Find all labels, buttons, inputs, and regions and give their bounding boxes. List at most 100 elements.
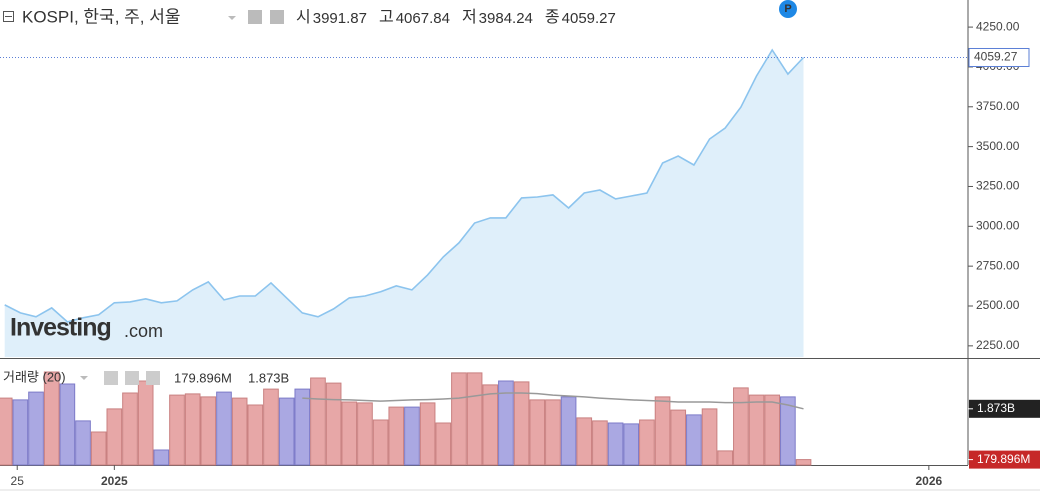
y-tick-label: 3750.00: [976, 99, 1020, 113]
axis-value-label: 179.896M: [977, 452, 1030, 466]
price-panel: [0, 48, 968, 357]
volume-bar: [795, 459, 812, 466]
volume-bar: [216, 391, 232, 466]
volume-bar: [90, 431, 107, 466]
moving-average: [302, 392, 804, 410]
ohlc-value: 4059.27: [562, 10, 616, 27]
volume-bar: [482, 384, 499, 466]
settings-icon[interactable]: [270, 10, 284, 24]
volume-bar: [43, 371, 60, 466]
badge-text: P: [784, 3, 791, 15]
line: [4, 48, 805, 323]
volume-legend-value: 179.896M: [174, 370, 232, 385]
logo-suffix: .com: [124, 321, 163, 341]
ohlc-label: 종: [545, 9, 560, 26]
close-icon[interactable]: [146, 371, 160, 385]
collapse-icon[interactable]: [3, 11, 14, 22]
ma-legend-value: 1.873B: [248, 370, 289, 385]
volume-bar: [607, 422, 624, 466]
y-tick-label: 2250.00: [976, 338, 1020, 352]
x-tick-label: 2025: [101, 474, 128, 488]
volume-bar: [75, 420, 91, 466]
y-tick-label: 3000.00: [976, 218, 1020, 232]
volume-bar: [388, 406, 405, 466]
volume-bar: [545, 399, 561, 466]
volume-bar: [654, 396, 671, 466]
axis-value-label: 1.873B: [977, 401, 1015, 415]
volume-bar: [451, 372, 467, 466]
volume-bar: [686, 414, 702, 466]
last-price-label: 4059.27: [974, 50, 1018, 64]
settings-icon[interactable]: [125, 371, 139, 385]
volume-bar: [106, 408, 123, 466]
y-tick-label: 2750.00: [976, 258, 1020, 272]
volume-bar: [122, 392, 138, 466]
volume-panel: [0, 371, 812, 466]
volume-bar: [137, 380, 154, 466]
volume-bar: [341, 401, 358, 466]
volume-bar: [372, 419, 389, 466]
volume-bar: [231, 397, 248, 466]
volume-bar: [717, 450, 734, 466]
volume-bar: [294, 388, 311, 466]
volume-bar: [529, 399, 546, 466]
volume-bar: [263, 388, 279, 466]
volume-bar: [498, 380, 514, 466]
volume-bar: [200, 396, 217, 466]
volume-bar: [404, 406, 420, 466]
ohlc-value: 3984.24: [479, 10, 533, 27]
volume-bar: [513, 381, 530, 466]
volume-bar: [0, 397, 13, 466]
volume-bar: [325, 382, 342, 466]
ohlc-value: 4067.84: [396, 10, 450, 27]
volume-bar: [639, 419, 655, 466]
volume-bar: [278, 397, 295, 466]
volume-title: 거래량 (20): [3, 369, 66, 384]
volume-bar: [701, 408, 718, 466]
x-tick-label: 2026: [915, 474, 942, 488]
x-tick-label: 25: [11, 474, 25, 488]
volume-bar: [733, 387, 749, 466]
y-tick-label: 2500.00: [976, 298, 1020, 312]
eye-icon[interactable]: [248, 10, 262, 24]
volume-bar: [623, 423, 640, 466]
y-tick-label: 4250.00: [976, 19, 1020, 33]
volume-bar: [59, 383, 76, 466]
chart-title: KOSPI, 한국, 주, 서울: [22, 7, 181, 26]
logo: Investing: [10, 314, 111, 342]
ohlc-label: 고: [379, 9, 394, 26]
y-tick-label: 3250.00: [976, 179, 1020, 193]
volume-bar: [310, 377, 326, 466]
volume-bar: [28, 391, 44, 466]
volume-bar: [435, 422, 452, 466]
volume-bar: [247, 404, 264, 466]
badge[interactable]: [779, 0, 797, 18]
volume-bar: [357, 402, 373, 466]
volume-bar: [184, 393, 201, 466]
eye-icon[interactable]: [104, 371, 118, 385]
ohlc-label: 저: [462, 8, 477, 26]
volume-bar: [12, 399, 29, 466]
dropdown-icon[interactable]: [80, 376, 88, 380]
volume-bar: [153, 449, 170, 466]
ohlc-value: 3991.87: [313, 10, 367, 27]
ohlc-label: 시: [296, 9, 311, 26]
dropdown-icon[interactable]: [228, 16, 236, 20]
ohlc: 시 3991.87 고 4067.84 저 3984.24 종 4059.27: [296, 8, 616, 27]
axis-value-box: [969, 399, 1040, 418]
last-price-box: [968, 47, 1030, 67]
volume-bar: [169, 394, 185, 466]
volume-bar: [560, 396, 577, 466]
volume-bar: [670, 409, 687, 466]
volume-bar: [748, 394, 765, 466]
y-tick-label: 3500.00: [976, 139, 1020, 153]
axis-value-box: [969, 450, 1040, 469]
area: [4, 50, 804, 357]
volume-bar: [466, 372, 483, 466]
volume-bar: [592, 420, 608, 466]
volume-bar: [780, 396, 796, 466]
volume-bar: [576, 417, 593, 466]
volume-bar: [764, 394, 781, 466]
volume-bar: [419, 402, 436, 466]
